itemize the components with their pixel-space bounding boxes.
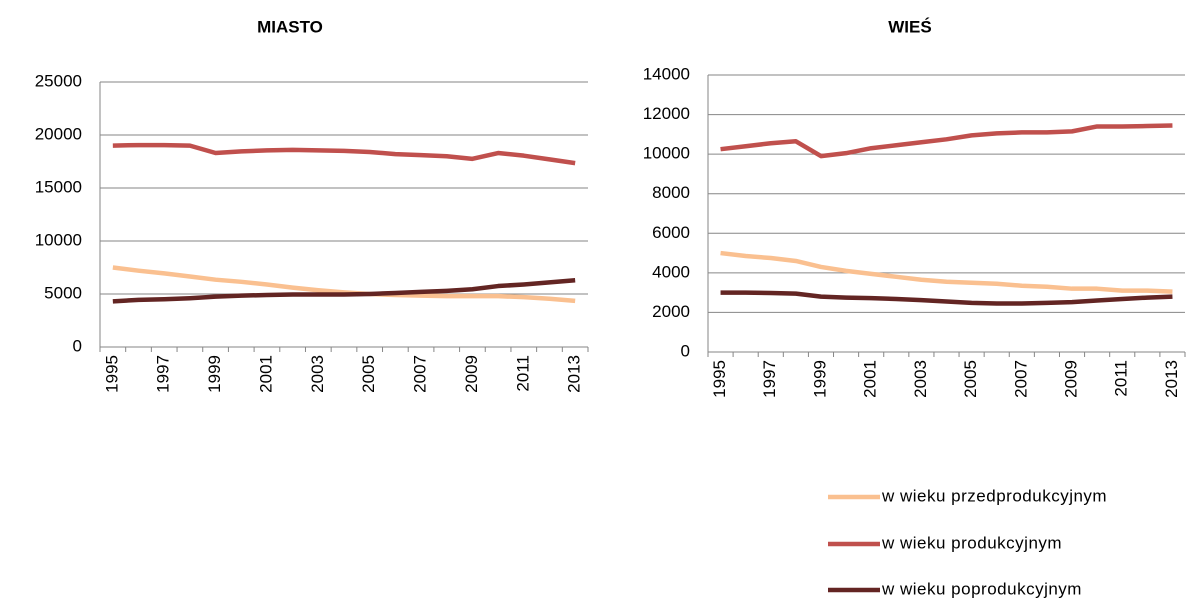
series-line: w wieku poprodukcyjnym xyxy=(720,290,1173,306)
series-line xyxy=(112,142,576,166)
y-tick-label: 0 xyxy=(681,341,690,360)
y-tick-label: 10000 xyxy=(35,230,82,249)
x-tick-label: 2001 xyxy=(861,360,880,398)
chart-title: MIASTO xyxy=(257,17,323,36)
series-line: w wieku produkcyjnym xyxy=(720,123,1173,159)
y-tick-label: 0 xyxy=(73,336,82,355)
legend-label: w wieku poprodukcyjnym xyxy=(881,579,1082,598)
x-tick-label: 2007 xyxy=(411,355,430,393)
y-tick-label: 10000 xyxy=(643,144,690,163)
legend-label: w wieku przedprodukcyjnym xyxy=(881,486,1107,505)
x-tick-label: 2005 xyxy=(359,355,378,393)
y-tick-label: 20000 xyxy=(35,124,82,143)
y-tick-label: 5000 xyxy=(44,283,82,302)
x-tick-label: 2011 xyxy=(513,355,532,392)
x-tick-label: 2005 xyxy=(961,360,980,398)
x-tick-label: 1999 xyxy=(205,355,224,393)
x-tick-label: 1997 xyxy=(760,360,779,398)
y-tick-label: 2000 xyxy=(652,302,690,321)
y-tick-label: 14000 xyxy=(643,64,690,83)
y-tick-label: 12000 xyxy=(643,104,690,123)
y-tick-label: 25000 xyxy=(35,71,82,90)
x-tick-label: 1995 xyxy=(102,355,121,393)
x-tick-label: 2003 xyxy=(911,360,930,398)
x-tick-label: 2013 xyxy=(565,355,584,393)
legend-label: w wieku produkcyjnym xyxy=(881,533,1062,552)
y-tick-label: 15000 xyxy=(35,177,82,196)
y-tick-label: 8000 xyxy=(652,183,690,202)
x-tick-label: 2001 xyxy=(256,355,275,393)
x-tick-label: 2013 xyxy=(1162,360,1181,398)
x-tick-label: 1999 xyxy=(810,360,829,398)
y-tick-label: 6000 xyxy=(652,223,690,242)
x-tick-label: 2011 xyxy=(1112,360,1131,397)
y-tick-label: 4000 xyxy=(652,262,690,281)
series-line xyxy=(112,277,576,304)
x-tick-label: 2009 xyxy=(462,355,481,393)
series-line: w wieku przedprodukcyjnym xyxy=(720,250,1173,294)
x-tick-label: 2009 xyxy=(1062,360,1081,398)
x-tick-label: 1997 xyxy=(154,355,173,393)
x-tick-label: 1995 xyxy=(710,360,729,398)
chart-title: WIEŚ xyxy=(888,17,931,36)
x-tick-label: 2003 xyxy=(308,355,327,393)
x-tick-label: 2007 xyxy=(1011,360,1030,398)
